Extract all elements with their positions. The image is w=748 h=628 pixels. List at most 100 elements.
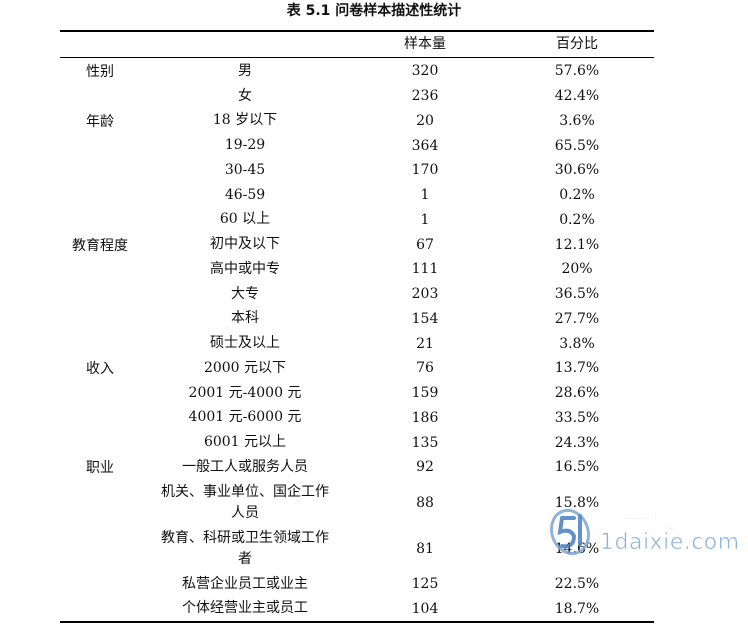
table-row: 6001 元以上 135 24.3% bbox=[0, 430, 748, 455]
row-group-label bbox=[55, 381, 145, 406]
table-row: 本科 154 27.7% bbox=[0, 307, 748, 332]
row-count: 154 bbox=[411, 310, 439, 327]
row-percentage: 33.5% bbox=[554, 409, 600, 426]
row-count: 125 bbox=[411, 576, 439, 593]
row-item-line: 高中或中专 bbox=[210, 260, 280, 277]
row-group-label: 职业 bbox=[86, 460, 114, 477]
row-item-label: 男 bbox=[145, 59, 345, 84]
row-item-label: 初中及以下 bbox=[145, 232, 345, 257]
row-count: 203 bbox=[411, 286, 439, 303]
row-item-line: 30-45 bbox=[224, 161, 266, 178]
table-row: 私营企业员工或业主 125 22.5% bbox=[0, 572, 748, 597]
watermark-logo-icon bbox=[549, 508, 591, 556]
row-item-label: 教育、科研或卫生领域工作者 bbox=[145, 526, 345, 572]
row-group-label bbox=[55, 183, 145, 208]
row-item-line: 46-59 bbox=[224, 186, 266, 203]
row-item-label: 4001 元-6000 元 bbox=[145, 406, 345, 431]
row-item-line: 6001 元以上 bbox=[203, 434, 287, 451]
table-body: 性别 男 320 57.6% 女 236 42.4% 年龄 18 岁以下 20 3.6% 19-29 3… bbox=[0, 59, 748, 621]
table-title: 表 5.1 问卷样本描述性统计 bbox=[286, 3, 462, 19]
row-item-line: 4001 元-6000 元 bbox=[188, 409, 302, 426]
row-item-line: 2000 元以下 bbox=[203, 359, 287, 376]
table-row: 19-29 364 65.5% bbox=[0, 133, 748, 158]
row-item-line: 私营企业员工或业主 bbox=[182, 575, 308, 592]
row-percentage: 0.2% bbox=[559, 211, 595, 228]
row-count: 186 bbox=[411, 409, 439, 426]
row-item-label: 2001 元-4000 元 bbox=[145, 381, 345, 406]
table-row: 60 以上 1 0.2% bbox=[0, 208, 748, 233]
row-count: 104 bbox=[411, 600, 439, 617]
row-item-line: 教育、科研或卫生领域工作 bbox=[161, 529, 329, 546]
row-percentage: 65.5% bbox=[554, 137, 600, 154]
row-group-label bbox=[55, 84, 145, 109]
table-row: 机关、事业单位、国企工作 人员 88 15.8% bbox=[0, 480, 748, 526]
row-percentage: 3.6% bbox=[559, 112, 595, 129]
row-group-label bbox=[55, 208, 145, 233]
table-row: 4001 元-6000 元 186 33.5% bbox=[0, 406, 748, 431]
row-count: 135 bbox=[411, 434, 439, 451]
watermark: 第一代写网 1daixie.com bbox=[544, 500, 744, 560]
row-item-line: 初中及以下 bbox=[210, 236, 280, 253]
row-count: 88 bbox=[416, 494, 434, 511]
row-item-line: 硕士及以上 bbox=[210, 335, 280, 352]
row-percentage: 30.6% bbox=[554, 162, 600, 179]
row-item-line: 男 bbox=[238, 62, 252, 79]
row-item-label: 私营企业员工或业主 bbox=[145, 572, 345, 597]
row-group-label: 收入 bbox=[86, 361, 114, 378]
table-row: 女 236 42.4% bbox=[0, 84, 748, 109]
row-count: 320 bbox=[411, 63, 439, 80]
row-item-line: 女 bbox=[238, 87, 252, 104]
bottom-rule bbox=[60, 621, 654, 623]
row-percentage: 0.2% bbox=[559, 187, 595, 204]
row-item-line: 2001 元-4000 元 bbox=[188, 384, 302, 401]
header-rule bbox=[60, 57, 654, 58]
watermark-text-cn: 第一代写网 bbox=[597, 505, 729, 535]
row-group-label: 教育程度 bbox=[72, 237, 128, 254]
row-group-label bbox=[55, 597, 145, 622]
row-item-line: 一般工人或服务人员 bbox=[182, 458, 308, 475]
row-item-label: 本科 bbox=[145, 307, 345, 332]
row-group-label bbox=[55, 430, 145, 455]
row-item-label: 机关、事业单位、国企工作 人员 bbox=[145, 480, 345, 526]
row-group-label bbox=[55, 526, 145, 551]
row-count: 92 bbox=[416, 459, 434, 476]
row-group-label: 性别 bbox=[86, 64, 114, 81]
table-row: 2001 元-4000 元 159 28.6% bbox=[0, 381, 748, 406]
row-item-label: 46-59 bbox=[145, 183, 345, 208]
row-percentage: 36.5% bbox=[554, 286, 600, 303]
header-percentage: 百分比 bbox=[556, 36, 598, 52]
row-percentage: 13.7% bbox=[554, 360, 600, 377]
table-row: 30-45 170 30.6% bbox=[0, 158, 748, 183]
row-percentage: 12.1% bbox=[554, 236, 600, 253]
row-item-label: 19-29 bbox=[145, 133, 345, 158]
row-count: 20 bbox=[416, 112, 434, 129]
table-row: 高中或中专 111 20% bbox=[0, 257, 748, 282]
row-group-label bbox=[55, 257, 145, 282]
row-item-label: 个体经营业主或员工 bbox=[145, 597, 345, 622]
row-count: 76 bbox=[416, 360, 434, 377]
row-count: 67 bbox=[416, 236, 434, 253]
row-count: 364 bbox=[411, 137, 439, 154]
table-row: 教育程度 初中及以下 67 12.1% bbox=[0, 232, 748, 257]
row-percentage: 15.8% bbox=[554, 494, 600, 511]
row-count: 111 bbox=[411, 261, 439, 278]
row-item-label: 6001 元以上 bbox=[145, 430, 345, 455]
row-percentage: 3.8% bbox=[559, 335, 595, 352]
row-percentage: 57.6% bbox=[554, 63, 600, 80]
table-row: 大专 203 36.5% bbox=[0, 282, 748, 307]
row-item-line: 大专 bbox=[231, 285, 259, 302]
row-percentage: 16.5% bbox=[554, 459, 600, 476]
row-group-label bbox=[55, 282, 145, 307]
row-item-line: 者 bbox=[238, 550, 252, 567]
row-item-line: 本科 bbox=[231, 310, 259, 327]
row-count: 236 bbox=[411, 88, 439, 105]
row-item-label: 硕士及以上 bbox=[145, 331, 345, 356]
row-percentage: 20% bbox=[561, 261, 593, 278]
row-item-label: 2000 元以下 bbox=[145, 356, 345, 381]
row-percentage: 28.6% bbox=[554, 385, 600, 402]
row-item-label: 一般工人或服务人员 bbox=[145, 455, 345, 480]
row-count: 170 bbox=[411, 162, 439, 179]
row-percentage: 22.5% bbox=[554, 576, 600, 593]
table-row: 收入 2000 元以下 76 13.7% bbox=[0, 356, 748, 381]
row-group-label bbox=[55, 331, 145, 356]
